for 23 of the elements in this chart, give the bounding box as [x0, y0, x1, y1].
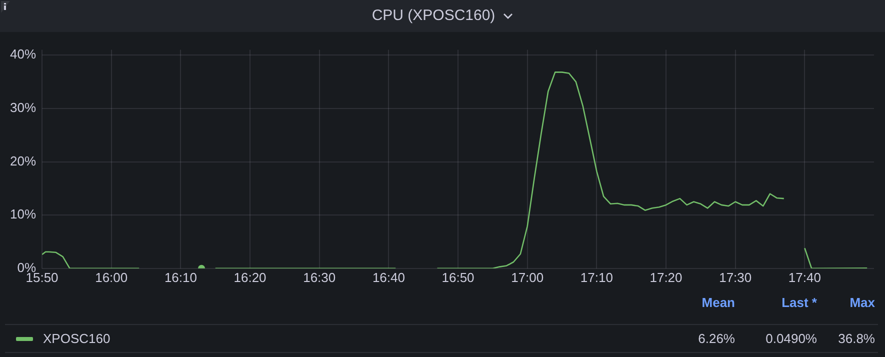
x-tick-label: 16:30	[303, 270, 336, 285]
text: Max	[850, 295, 875, 310]
text: Mean	[702, 295, 735, 310]
y-tick-label: 30%	[10, 100, 36, 116]
chart-title: CPU (XPOSC160)	[372, 7, 496, 24]
x-tick-label: 16:00	[95, 270, 128, 285]
x-tick-label: 17:40	[788, 270, 821, 285]
x-tick-label: 17:10	[580, 270, 613, 285]
x-tick-label: 16:10	[164, 270, 197, 285]
y-tick-label: 10%	[10, 206, 36, 222]
text: 6.26%	[698, 331, 735, 346]
x-tick-label: 16:20	[234, 270, 266, 285]
legend-label: XPOSC160	[43, 331, 110, 346]
x-tick-label: 17:00	[511, 270, 544, 285]
text: 36.8%	[838, 331, 875, 346]
text: 0.0490%	[766, 331, 817, 346]
text: Last *	[782, 295, 817, 310]
y-tick-label: 20%	[10, 153, 36, 168]
x-tick-label: 17:30	[719, 270, 752, 285]
x-tick-label: 16:50	[442, 270, 474, 285]
y-tick-label: 40%	[10, 46, 36, 62]
x-tick-label: 17:20	[650, 270, 682, 285]
x-tick-label: 16:40	[372, 270, 405, 285]
